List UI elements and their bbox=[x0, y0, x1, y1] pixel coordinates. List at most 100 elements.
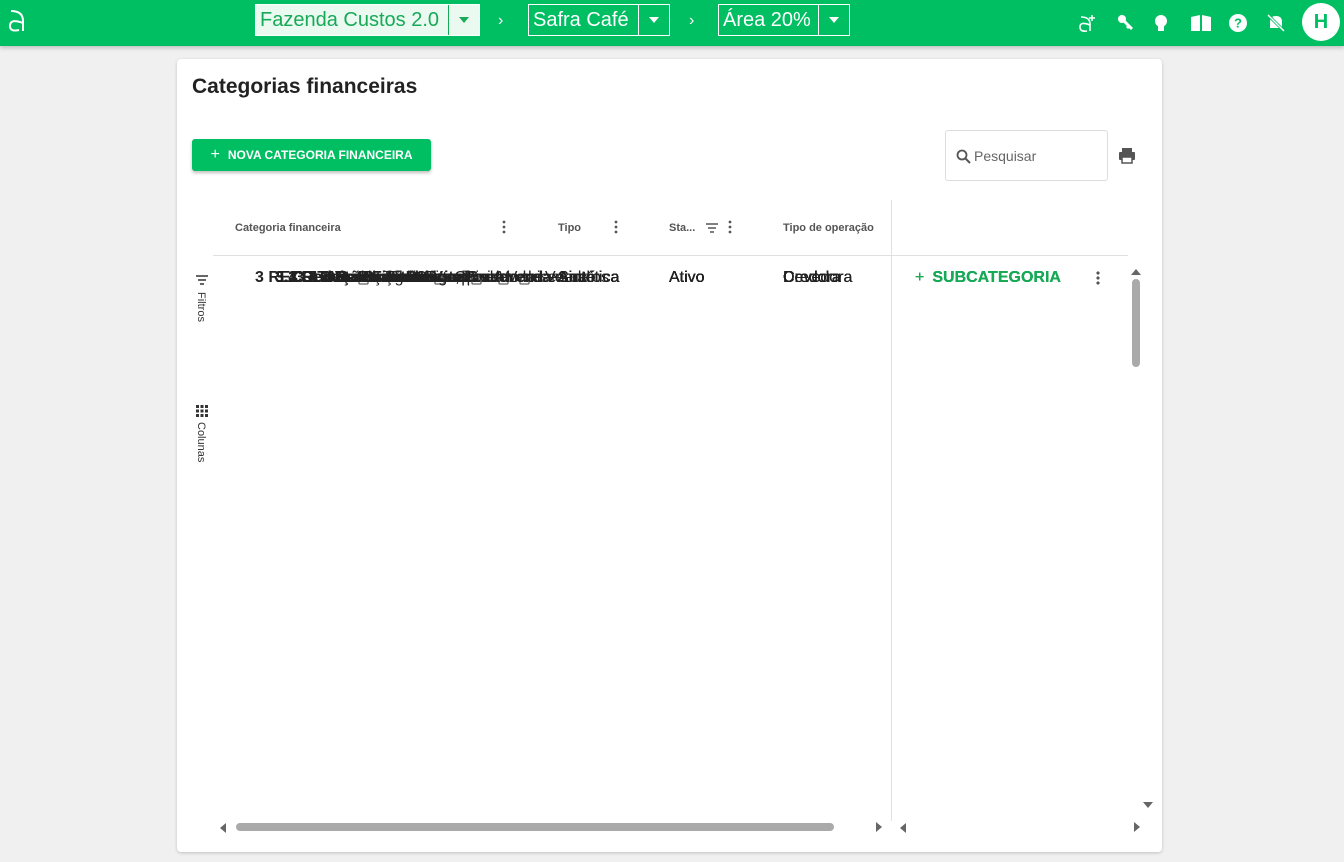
icon-notifications-off[interactable] bbox=[1266, 13, 1286, 33]
operation-cell: Credora bbox=[783, 269, 841, 286]
icon-help[interactable]: ? bbox=[1228, 13, 1248, 33]
operation-cell: Credora bbox=[783, 269, 841, 286]
button-label: NOVA CATEGORIA FINANCEIRA bbox=[227, 148, 413, 162]
operation-cell: Devedora bbox=[783, 269, 853, 286]
row-menu[interactable] bbox=[1095, 256, 1101, 300]
lock-icon bbox=[498, 272, 510, 285]
add-subcategory-button[interactable]: + SUBCATEGORIA bbox=[915, 256, 1061, 300]
avatar[interactable]: H bbox=[1302, 3, 1340, 41]
operation-cell: Credora bbox=[783, 269, 841, 286]
plus-icon: + bbox=[915, 269, 925, 286]
vertical-scrollbar[interactable] bbox=[1130, 263, 1153, 811]
column-header[interactable]: Sta... bbox=[669, 222, 696, 234]
operation-cell: Devedora bbox=[783, 269, 853, 286]
top-bar: Fazenda Custos 2.0 › Safra Café › Área 2… bbox=[0, 0, 1344, 46]
add-subcategory-button[interactable]: + SUBCATEGORIA bbox=[915, 256, 1061, 300]
plus-icon: + bbox=[915, 269, 925, 286]
icon-key[interactable] bbox=[1116, 13, 1136, 33]
scroll-down[interactable] bbox=[1142, 801, 1154, 809]
search-icon bbox=[956, 149, 971, 164]
status-cell: Ativo bbox=[669, 269, 705, 286]
horizontal-scrollbar[interactable] bbox=[219, 821, 889, 833]
category-cell: 3.4 Receitas Financeiras bbox=[275, 256, 482, 300]
category-name: 3.4.1 Receita de Aluguel ou Arrendamento bbox=[295, 269, 596, 286]
category-cell: 3.3.1 Outras Receitas Operacionais bbox=[295, 256, 548, 300]
scroll-thumb[interactable] bbox=[236, 823, 834, 831]
scroll-up[interactable] bbox=[1130, 268, 1142, 276]
type-cell: Sintética bbox=[558, 269, 620, 286]
icon-bulb[interactable] bbox=[1152, 13, 1172, 33]
category-name: 3.3.1 Outras Receitas Operacionais bbox=[295, 269, 549, 286]
category-cell: 3.2.1 Dedução da Receita de Venda bbox=[295, 256, 552, 300]
icon-book[interactable] bbox=[1190, 13, 1212, 33]
button-label: SUBCATEGORIA bbox=[932, 269, 1061, 286]
column-header[interactable]: Tipo bbox=[558, 222, 582, 234]
status-cell: Ativo bbox=[669, 269, 705, 286]
category-name: 3.3.2 Receitas de Estoque bbox=[295, 269, 483, 286]
type-cell: Sintética bbox=[558, 269, 620, 286]
category-name: 3.2 Deduções da Receita Bruta bbox=[275, 269, 509, 286]
type-cell: Analítica bbox=[558, 269, 620, 286]
plus-icon: + bbox=[915, 269, 925, 286]
status-cell: Ativo bbox=[669, 269, 705, 286]
status-cell: Ativo bbox=[669, 269, 705, 286]
column-header[interactable]: Tipo de operação bbox=[783, 222, 874, 234]
status-cell: Ativo bbox=[669, 269, 705, 286]
scroll-thumb[interactable] bbox=[1132, 279, 1140, 367]
type-cell: Sintética bbox=[558, 269, 620, 286]
type-cell: Analítica bbox=[558, 269, 620, 286]
category-name: 3.1.2 Venda Pecuária bbox=[295, 269, 449, 286]
plus-icon: + bbox=[915, 269, 925, 286]
type-cell: Analítica bbox=[558, 269, 620, 286]
column-menu[interactable] bbox=[613, 220, 619, 234]
status-cell: Ativo bbox=[669, 269, 705, 286]
column-header[interactable]: Categoria financeira bbox=[235, 222, 341, 234]
columns-icon[interactable] bbox=[196, 405, 208, 417]
icon-add-user[interactable] bbox=[1077, 13, 1097, 33]
operation-cell: Credora bbox=[783, 269, 841, 286]
status-cell: Ativo bbox=[669, 269, 705, 286]
status-cell: Ativo bbox=[669, 269, 705, 286]
column-menu[interactable] bbox=[501, 220, 507, 234]
search-input[interactable]: Pesquisar bbox=[945, 130, 1108, 181]
status-cell: Ativo bbox=[669, 269, 705, 286]
operation-cell: Credora bbox=[783, 269, 841, 286]
type-cell: Analítica bbox=[558, 269, 620, 286]
category-name: 3.4.2 Receita de Juros, Dividendos e Luc… bbox=[295, 269, 609, 286]
category-name: 3.3 Outras Receitas bbox=[275, 269, 424, 286]
category-cell: 3.1.2 Venda Pecuária bbox=[295, 256, 448, 300]
print-icon[interactable] bbox=[1118, 147, 1136, 165]
add-subcategory-button[interactable]: + SUBCATEGORIA bbox=[915, 256, 1061, 300]
status-cell: Ativo bbox=[669, 269, 705, 286]
operation-cell: Credora bbox=[783, 269, 841, 286]
category-cell: 3.2 Deduções da Receita Bruta bbox=[275, 256, 530, 300]
lock-icon bbox=[433, 272, 445, 285]
category-name: 3.4 Receitas Financeiras bbox=[275, 269, 461, 286]
add-subcategory-button[interactable]: + SUBCATEGORIA bbox=[915, 256, 1061, 300]
project-select[interactable]: Fazenda Custos 2.0 bbox=[255, 4, 480, 36]
columns-tab[interactable]: Colunas bbox=[195, 422, 207, 463]
type-cell: Sintética bbox=[558, 269, 620, 286]
column-menu[interactable] bbox=[727, 220, 733, 234]
season-select[interactable]: Safra Café bbox=[528, 4, 670, 36]
operation-cell: Credora bbox=[783, 269, 841, 286]
lock-icon bbox=[358, 272, 369, 285]
status-cell: Ativo bbox=[669, 269, 705, 286]
pinned-divider bbox=[891, 200, 892, 821]
category-cell: 3 RECEITAS bbox=[255, 256, 369, 300]
status-cell: Ativo bbox=[669, 269, 705, 286]
filters-tab[interactable]: Filtros bbox=[195, 292, 207, 322]
status-cell: Ativo bbox=[669, 269, 705, 286]
operation-cell: Credora bbox=[783, 269, 841, 286]
new-category-button[interactable]: + NOVA CATEGORIA FINANCEIRA bbox=[192, 139, 431, 171]
column-filter[interactable] bbox=[706, 223, 718, 233]
category-cell: 3.1.3 Venda Agrícola bbox=[295, 256, 443, 300]
type-cell: Analítica bbox=[558, 269, 620, 286]
filter-icon[interactable] bbox=[196, 275, 208, 285]
category-cell: 3.3 Outras Receitas bbox=[275, 256, 445, 300]
horizontal-scrollbar[interactable] bbox=[899, 821, 1141, 833]
area-select[interactable]: Área 20% bbox=[718, 4, 850, 36]
header-divider bbox=[213, 255, 1128, 256]
